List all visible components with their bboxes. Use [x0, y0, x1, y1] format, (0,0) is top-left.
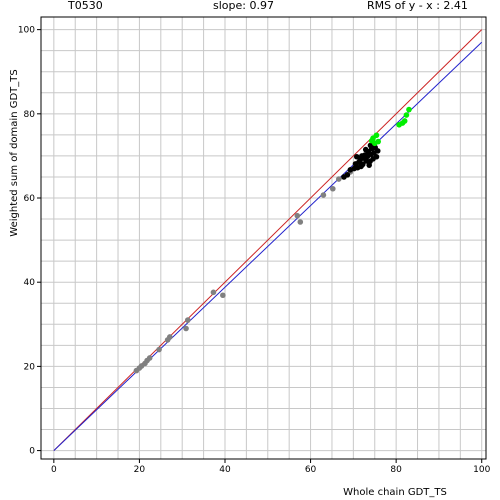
x-axis-title: Whole chain GDT_TS: [343, 487, 447, 498]
data-point: [166, 334, 173, 340]
y-tick-label: 100: [18, 26, 35, 36]
x-tick-label: 60: [305, 465, 317, 475]
data-point: [320, 192, 327, 198]
target-label: T0530: [68, 0, 103, 12]
x-tick-label: 0: [51, 465, 57, 475]
axis-ticks: 0 20 40 60 80 100 0 20 40 60 80 100: [18, 26, 491, 475]
y-axis-title: Weighted sum of domain GDT_TS: [9, 69, 20, 236]
data-point: [220, 292, 226, 299]
x-tick-label: 80: [390, 465, 402, 475]
data-point: [330, 185, 336, 192]
plot-frame: [40, 16, 487, 460]
reference-line: [53, 29, 483, 451]
data-point: [403, 112, 410, 118]
x-tick-label: 40: [219, 465, 231, 475]
y-tick-label: 80: [24, 110, 36, 120]
data-point: [156, 346, 162, 353]
data-points: [133, 106, 412, 374]
grid: [41, 17, 486, 459]
data-point: [362, 146, 369, 153]
y-tick-label: 40: [24, 278, 36, 288]
x-tick-label: 100: [473, 465, 490, 475]
x-tick-label: 20: [134, 465, 146, 475]
data-point: [184, 317, 191, 323]
data-point: [358, 163, 364, 170]
rms-label: RMS of y - x : 2.41: [367, 0, 468, 12]
data-point: [406, 106, 412, 113]
y-tick-label: 0: [29, 447, 35, 457]
data-point: [353, 153, 360, 160]
data-point: [183, 325, 189, 332]
slope-label: slope: 0.97: [213, 0, 274, 12]
data-point: [146, 355, 153, 361]
data-point: [344, 172, 351, 178]
data-point: [336, 176, 342, 182]
data-point: [294, 212, 301, 219]
data-point: [297, 219, 304, 225]
data-point: [373, 132, 380, 139]
y-tick-label: 20: [24, 362, 36, 372]
data-point: [373, 153, 380, 160]
data-point: [375, 138, 381, 145]
data-point: [210, 289, 217, 296]
plot-background: [41, 17, 486, 459]
data-point: [367, 142, 374, 149]
y-tick-label: 60: [24, 194, 36, 204]
data-point: [374, 148, 381, 154]
data-point: [401, 118, 408, 124]
